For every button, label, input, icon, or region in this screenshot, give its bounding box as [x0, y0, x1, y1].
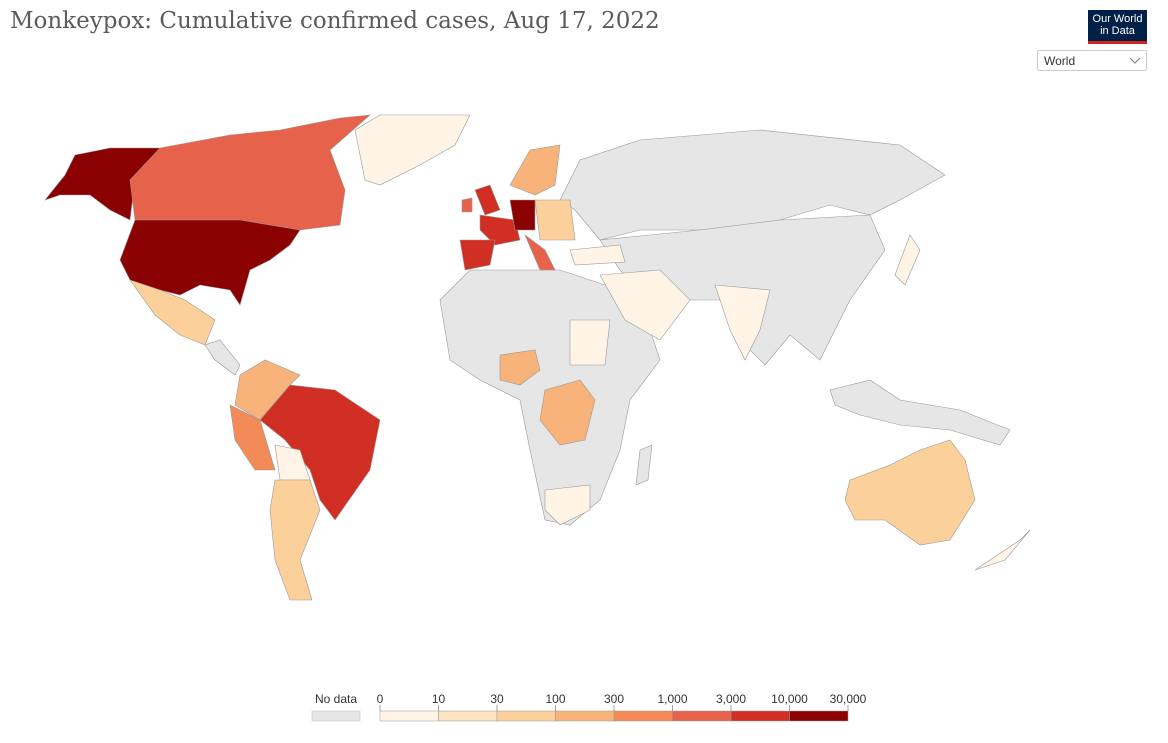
legend-bin — [379, 710, 439, 722]
legend-tick-label: 1,000 — [657, 692, 687, 706]
region-select[interactable]: World — [1037, 50, 1147, 71]
italy — [524, 234, 556, 271]
legend-bin — [730, 710, 790, 722]
legend-bin — [613, 710, 673, 722]
legend-bin — [438, 710, 498, 722]
select-value: World — [1044, 54, 1076, 68]
logo-line: in Data — [1100, 25, 1135, 37]
legend-bin — [672, 710, 732, 722]
australia — [844, 439, 976, 546]
mexico — [129, 279, 216, 346]
legend-tick-label: 100 — [545, 692, 565, 706]
legend-tick-label: 30 — [490, 692, 504, 706]
spain — [459, 239, 496, 271]
madagascar — [635, 444, 653, 486]
legend-bin — [496, 710, 556, 722]
legend-tick-label: 300 — [604, 692, 624, 706]
chevron — [1129, 57, 1141, 64]
legend-tick-label: 3,000 — [716, 692, 746, 706]
canada — [129, 114, 371, 236]
south-africa — [544, 484, 591, 526]
legend-bin — [789, 710, 849, 722]
germany — [509, 199, 536, 231]
greenland — [354, 114, 471, 186]
middle-east — [599, 269, 691, 341]
legend-tick-label: 30,000 — [830, 692, 867, 706]
ireland — [461, 197, 473, 213]
scandinavia — [509, 144, 561, 196]
peru — [229, 404, 276, 471]
nigeria — [499, 349, 541, 386]
france — [479, 214, 521, 246]
logo-line: Our World — [1092, 13, 1143, 25]
world-map — [44, 114, 1031, 601]
countries — [44, 114, 1031, 601]
drc — [539, 379, 596, 446]
eastern-europe — [534, 199, 576, 241]
turkey — [569, 244, 626, 266]
logo[interactable]: Our World in Data — [1088, 10, 1147, 44]
no-data-label: No data — [315, 692, 357, 706]
no-data-swatch — [311, 710, 361, 722]
central-america — [204, 339, 241, 376]
sudan — [569, 319, 611, 366]
argentina-chile — [269, 479, 321, 601]
legend-tick-label: 10,000 — [771, 692, 808, 706]
legend-tick-label: 10 — [432, 692, 446, 706]
legend-tick-label: 0 — [377, 692, 384, 706]
legend-bin — [555, 710, 615, 722]
japan — [894, 234, 921, 286]
uk — [474, 184, 501, 216]
chart-title: Monkeypox: Cumulative confirmed cases, A… — [10, 8, 660, 34]
new-zealand — [974, 529, 1031, 571]
india — [714, 284, 771, 361]
se-asia-islands — [829, 379, 1011, 446]
